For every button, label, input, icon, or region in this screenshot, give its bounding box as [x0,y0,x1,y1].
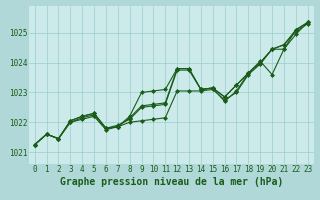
X-axis label: Graphe pression niveau de la mer (hPa): Graphe pression niveau de la mer (hPa) [60,177,283,187]
